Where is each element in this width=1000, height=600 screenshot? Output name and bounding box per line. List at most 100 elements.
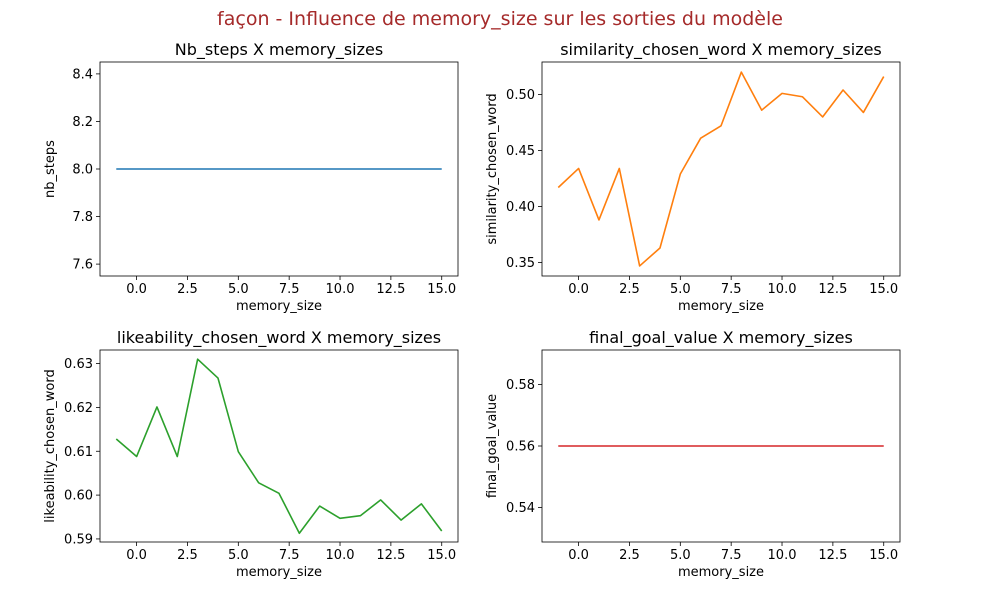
chart-panel-4: final_goal_value X memory_sizes 0.0 2.5 5.0… — [485, 328, 901, 580]
data-point — [801, 96, 803, 98]
chart-title: Nb_steps X memory_sizes — [175, 40, 383, 60]
x-tick-label: 0.0 — [568, 282, 589, 297]
data-point — [781, 445, 783, 447]
data-point — [156, 168, 158, 170]
data-point — [598, 219, 600, 221]
data-point — [339, 168, 341, 170]
x-tick-label: 5.0 — [670, 282, 691, 297]
y-tick-label: 8.2 — [72, 115, 93, 130]
y-axis-label: similarity_chosen_word — [485, 93, 500, 244]
y-tick-label: 8.0 — [72, 163, 93, 178]
data-point — [237, 451, 239, 453]
data-point — [420, 168, 422, 170]
chart-panel-1: Nb_steps X memory_sizes 0.0 2.5 5.0 7.5 10.0 1… — [43, 40, 459, 314]
data-point — [380, 499, 382, 501]
plot-frame — [99, 61, 459, 277]
data-point — [700, 445, 702, 447]
data-point — [400, 168, 402, 170]
chart-panel-3: likeability_chosen_word X memory_sizes 0.… — [43, 328, 459, 580]
data-point — [740, 445, 742, 447]
data-point — [659, 445, 661, 447]
y-tick-label: 0.40 — [506, 200, 535, 215]
x-axis-label: memory_size — [678, 565, 764, 580]
y-axis-label: likeability_chosen_word — [43, 369, 58, 522]
data-point — [557, 186, 559, 188]
x-tick-label: 15.0 — [427, 548, 456, 563]
x-tick-label: 0.0 — [126, 548, 147, 563]
x-tick-label: 5.0 — [228, 548, 249, 563]
data-point — [359, 168, 361, 170]
y-tick-label: 8.4 — [72, 67, 93, 82]
data-point — [598, 445, 600, 447]
y-tick-label: 0.45 — [506, 144, 535, 159]
data-point — [679, 445, 681, 447]
data-point — [339, 517, 341, 519]
data-point — [115, 438, 117, 440]
data-point — [639, 445, 641, 447]
x-tick-label: 5.0 — [670, 548, 691, 563]
x-tick-label: 7.5 — [279, 282, 300, 297]
x-tick-label: 15.0 — [427, 282, 456, 297]
data-point — [862, 111, 864, 113]
x-tick-label: 15.0 — [869, 282, 898, 297]
data-point — [720, 445, 722, 447]
data-point — [679, 173, 681, 175]
plot-frame — [99, 349, 459, 543]
data-point — [258, 168, 260, 170]
data-point — [801, 445, 803, 447]
data-point — [176, 456, 178, 458]
figure-suptitle: façon - Influence de memory_size sur les… — [217, 8, 783, 30]
data-point — [136, 168, 138, 170]
data-point — [842, 89, 844, 91]
x-tick-label: 0.0 — [126, 282, 147, 297]
plot-frame — [541, 61, 901, 277]
data-point — [115, 168, 117, 170]
data-point — [639, 265, 641, 267]
data-point — [278, 168, 280, 170]
x-tick-label: 7.5 — [721, 282, 742, 297]
x-tick-label: 10.0 — [326, 282, 355, 297]
x-tick-label: 15.0 — [869, 548, 898, 563]
x-axis-label: memory_size — [236, 565, 322, 580]
data-point — [278, 492, 280, 494]
data-point — [217, 168, 219, 170]
data-point — [822, 116, 824, 118]
data-point — [578, 445, 580, 447]
data-point — [197, 168, 199, 170]
x-tick-label: 2.5 — [619, 548, 640, 563]
y-tick-label: 0.63 — [64, 357, 93, 372]
y-tick-label: 0.61 — [64, 445, 93, 460]
y-axis-label: nb_steps — [43, 140, 58, 198]
y-tick-label: 0.58 — [506, 378, 535, 393]
y-tick-label: 0.54 — [506, 501, 535, 516]
data-point — [156, 406, 158, 408]
data-point — [659, 247, 661, 249]
x-tick-label: 2.5 — [619, 282, 640, 297]
data-point — [420, 503, 422, 505]
data-point — [578, 167, 580, 169]
y-tick-label: 0.50 — [506, 88, 535, 103]
x-tick-label: 10.0 — [768, 282, 797, 297]
data-point — [319, 168, 321, 170]
chart-panel-2: similarity_chosen_word X memory_sizes 0.0… — [485, 40, 901, 314]
data-point — [237, 168, 239, 170]
y-tick-label: 0.56 — [506, 440, 535, 455]
chart-title: likeability_chosen_word X memory_sizes — [117, 328, 441, 348]
y-tick-label: 7.8 — [72, 210, 93, 225]
data-point — [781, 92, 783, 94]
data-point — [618, 445, 620, 447]
x-axis-label: memory_size — [236, 299, 322, 314]
x-tick-label: 12.5 — [376, 548, 405, 563]
data-point — [136, 456, 138, 458]
data-point — [883, 445, 885, 447]
data-point — [319, 505, 321, 507]
x-tick-label: 7.5 — [279, 548, 300, 563]
x-tick-label: 12.5 — [376, 282, 405, 297]
data-point — [176, 168, 178, 170]
y-tick-label: 0.59 — [64, 532, 93, 547]
data-point — [618, 167, 620, 169]
data-point — [217, 377, 219, 379]
x-tick-label: 10.0 — [768, 548, 797, 563]
x-tick-label: 2.5 — [177, 548, 198, 563]
y-tick-label: 0.62 — [64, 401, 93, 416]
